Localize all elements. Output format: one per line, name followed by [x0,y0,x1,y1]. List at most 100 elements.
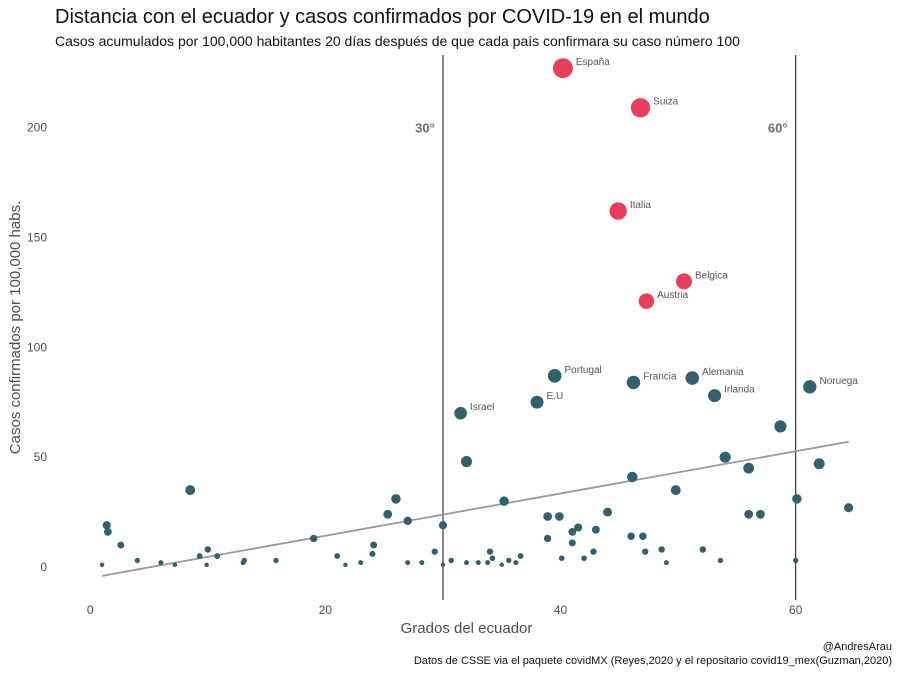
data-point [626,375,641,390]
caption-source: Datos de CSSE via el paquete covidMX (Re… [413,655,892,667]
point-label: Italia [630,200,652,211]
axes-layer: 0 50 100 150 200 0 20 40 60 Grados del ecuador Cas… [7,121,803,637]
caption-author: @AndresArau [822,641,892,653]
data-point [517,553,524,559]
data-point [568,539,576,547]
chart-subtitle: Casos acumulados por 100,000 habitantes … [55,33,740,49]
data-point [369,550,376,557]
data-point [663,560,669,566]
data-point [454,406,467,420]
data-point [639,532,647,541]
data-point [658,546,665,553]
data-point [591,525,600,534]
data-point [793,557,799,564]
trend-line-layer [101,440,849,577]
data-point [117,541,125,549]
data-point [196,553,203,559]
data-point [568,527,577,536]
x-tick-label: 0 [87,603,94,617]
data-point [460,456,473,468]
data-point [214,553,221,559]
y-tick-label: 50 [34,450,48,464]
data-point [555,512,564,521]
data-point [204,562,209,568]
data-point [405,560,411,566]
data-point [486,548,494,555]
point-label: Belgica [695,270,728,281]
data-point [448,557,454,564]
reference-line-label: 30° [415,121,435,136]
x-axis-title: Grados del ecuador [401,620,533,637]
data-point [844,503,854,513]
y-tick-label: 200 [27,121,47,135]
data-point [499,496,509,506]
data-point [530,395,544,409]
data-point [670,485,681,496]
data-point [543,534,552,543]
point-label: Portugal [565,365,602,376]
data-point [358,560,364,566]
reference-line-label: 60° [768,121,788,136]
point-labels-layer: España Suiza Italia Belgica Austria Portugal F… [470,57,858,413]
data-point [134,557,140,564]
y-axis-title: Casos confirmados por 100,000 habs. [7,201,24,454]
data-point [574,523,583,532]
data-point [513,560,519,566]
data-point [489,555,496,562]
data-point [558,555,565,562]
data-point [547,369,562,383]
data-point [813,458,825,470]
data-point [204,546,212,553]
data-point [719,451,731,463]
y-tick-label: 150 [27,230,47,244]
data-point [273,557,279,564]
data-point [506,557,512,564]
data-point [464,560,469,566]
data-point [499,562,505,568]
data-point [552,58,573,79]
data-point [391,494,401,504]
data-point [334,553,341,559]
point-label: Noruega [819,376,858,387]
y-tick-label: 100 [27,340,47,354]
data-point [99,562,105,568]
point-label: Alemania [702,367,744,378]
point-label: Austria [657,290,689,301]
point-label: Irlanda [724,385,755,396]
point-label: Francia [643,371,677,382]
data-point [543,512,552,521]
chart-title: Distancia con el ecuador y casos confirm… [55,6,710,28]
data-point [774,420,787,433]
data-point [627,471,638,483]
data-point [685,371,700,385]
data-point [475,560,481,566]
data-point [803,380,817,394]
data-point [431,548,438,555]
data-point [638,293,655,309]
data-point [383,509,393,519]
data-point [403,516,412,526]
reference-lines-layer: 30° 60° [415,55,797,600]
data-point [630,98,651,118]
data-point [438,521,448,530]
data-point [756,509,765,519]
point-label: Suiza [653,97,678,108]
data-point [708,389,722,403]
point-label: España [576,57,610,68]
data-point [158,560,164,566]
data-point [343,562,348,568]
x-tick-label: 20 [319,603,333,617]
point-label: Israel [470,402,494,413]
data-point [590,548,597,555]
data-point [309,534,318,543]
data-point [603,507,613,517]
data-point [102,521,111,530]
data-point [717,557,724,564]
data-point [485,560,491,566]
data-point [440,562,446,568]
data-point [744,509,754,519]
data-point [370,541,378,549]
data-point [172,562,178,568]
data-point [185,485,196,496]
